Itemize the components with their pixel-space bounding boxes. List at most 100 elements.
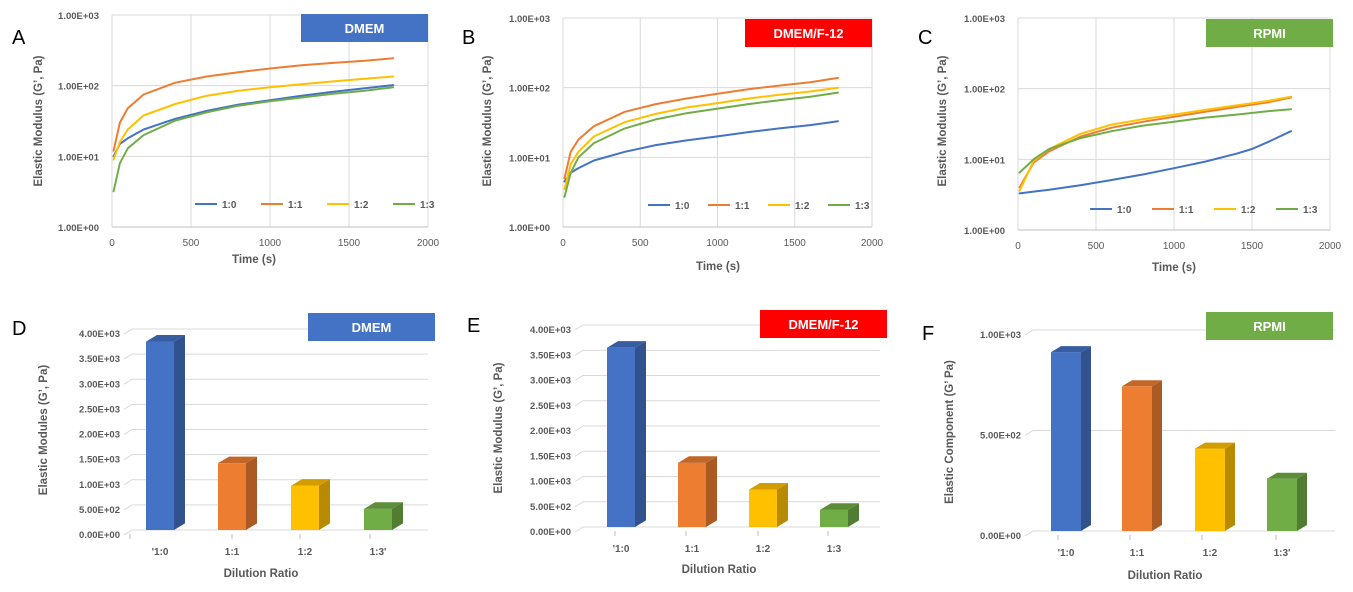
chart-panel-e: E 0.00E+00 5.00E+02 1.00E+03 1.50E+03 2.00E+0… xyxy=(467,310,887,576)
bar-front xyxy=(749,489,777,527)
badge-bg xyxy=(1206,312,1333,340)
y-tick-label: 3.00E+03 xyxy=(530,376,571,387)
series-line-1-1 xyxy=(1018,96,1292,189)
y-tick-label: 3.00E+03 xyxy=(79,379,120,390)
y-tick-label: 1.00E+03 xyxy=(79,480,120,491)
series-line-1-3 xyxy=(1018,108,1292,174)
bar-side xyxy=(1081,346,1091,531)
gridlines xyxy=(111,14,429,228)
y-tick-label: 1.00E+02 xyxy=(58,82,99,93)
panel-letter: E xyxy=(467,315,480,337)
series-line-1-3 xyxy=(112,86,395,193)
y-tick-label: 0.00E+00 xyxy=(530,527,571,538)
bar-1-2 xyxy=(291,479,330,530)
bar-top xyxy=(1122,380,1162,387)
series-line-1-0 xyxy=(563,120,839,183)
x-tick-label: 1:1 xyxy=(685,544,700,555)
badge-bg xyxy=(760,310,887,338)
x-tick-label: 1500 xyxy=(784,238,807,249)
legend: 1:0 1:1 1:2 1:3 xyxy=(1090,205,1318,216)
y-tick-label: 1.00E+03 xyxy=(509,14,550,25)
gridline-h xyxy=(123,454,428,461)
panel-letter: D xyxy=(12,318,26,340)
y-tick-label: 2.50E+03 xyxy=(79,404,120,415)
y-tick-label: 2.50E+03 xyxy=(530,401,571,412)
bar-front xyxy=(364,508,392,530)
y-tick-label: 1.00E+02 xyxy=(964,85,1005,96)
gridline-h xyxy=(574,400,880,407)
bar-front xyxy=(291,485,319,530)
x-tick-label: 2000 xyxy=(1319,241,1342,252)
bar-front xyxy=(1122,386,1152,531)
y-axis-title: Elastic Modulus (G’, Pa) xyxy=(937,55,949,186)
y-tick-label: 3.50E+03 xyxy=(530,350,571,361)
legend-label: 1:2 xyxy=(795,201,810,212)
x-tick-label: 1:3 xyxy=(827,544,842,555)
y-axis-title: Elastic Component (G’ Pa) xyxy=(944,360,956,504)
x-tick-label: 1000 xyxy=(259,238,282,249)
y-tick-label: 5.00E+02 xyxy=(980,431,1021,442)
x-tick-label: 2000 xyxy=(417,238,440,249)
x-tick-label: 500 xyxy=(632,238,649,249)
series-line-1-1 xyxy=(563,76,839,180)
x-tick-label: 1000 xyxy=(706,238,729,249)
gridline-h xyxy=(574,526,880,533)
bar-side xyxy=(1225,442,1235,531)
legend-label: 1:1 xyxy=(735,201,750,212)
bar-side xyxy=(777,483,788,527)
gridline-h xyxy=(123,353,428,360)
bar-side xyxy=(635,341,646,527)
y-tick-label: 1.50E+03 xyxy=(530,451,571,462)
gridline-h xyxy=(123,403,428,410)
gridline-h xyxy=(1024,430,1335,436)
bar-top xyxy=(1195,442,1235,449)
legend: 1:0 1:1 1:2 1:3 xyxy=(648,201,870,212)
bar--1-0 xyxy=(1051,346,1091,531)
y-tick-label: 1.00E+03 xyxy=(530,477,571,488)
gridline-h xyxy=(574,349,880,356)
bar-top xyxy=(1051,346,1091,353)
bar-side xyxy=(174,334,185,530)
chart-panel-f: F 0.00E+00 5.00E+02 1.00E+03 '1:0 1:1 1:2 1:3' D… xyxy=(922,312,1335,582)
x-tick-label: 0 xyxy=(1015,241,1021,252)
series-line-1-2 xyxy=(563,86,839,191)
bar-front xyxy=(1051,352,1081,531)
y-tick-label: 1.00E+01 xyxy=(58,152,100,163)
bar-front xyxy=(218,463,246,530)
bar-front xyxy=(678,462,706,527)
x-axis-title: Time (s) xyxy=(232,254,276,266)
bar-top xyxy=(146,334,185,342)
y-tick-label: 1.50E+03 xyxy=(79,455,120,466)
bar-1-1 xyxy=(1122,380,1162,531)
bar-front xyxy=(607,347,635,527)
series-line-1-2 xyxy=(112,75,395,161)
series-line-1-1 xyxy=(112,57,395,152)
gridline-h xyxy=(123,429,428,435)
badge-label: DMEM/F-12 xyxy=(788,317,858,332)
y-tick-label: 4.00E+03 xyxy=(79,329,120,340)
gridline-h xyxy=(123,529,428,536)
y-axis-title: Elastic Modulus (G’, Pa) xyxy=(482,55,494,186)
badge-bg xyxy=(745,19,872,47)
chart-panel-b: B 0 500 1000 1500 2000 1.00E+00 1.00E+01 1.00E+0… xyxy=(462,14,884,273)
gridline-h xyxy=(574,375,880,381)
y-axis-title: Elastic Modulus (G’, Pa) xyxy=(33,55,45,186)
y-tick-label: 2.00E+03 xyxy=(530,426,571,437)
chart-panel-d: D 0.00E+00 5.00E+02 1.00E+03 1.50E+03 2.00E+0… xyxy=(12,313,435,580)
bar-top xyxy=(607,341,646,348)
x-tick-label: 1000 xyxy=(1163,241,1186,252)
y-axis-title: Elastic Modules (G’, Pa) xyxy=(38,365,50,496)
y-tick-label: 1.00E+00 xyxy=(509,223,550,234)
series-line-1-0 xyxy=(1018,130,1292,195)
legend-label: 1:2 xyxy=(1241,205,1256,216)
x-tick-label: '1:0 xyxy=(613,544,630,555)
bar-side xyxy=(1297,472,1307,531)
panel-letter: A xyxy=(12,27,26,49)
gridline-h xyxy=(1024,530,1335,537)
x-tick-label: 1500 xyxy=(1241,241,1264,252)
x-tick-label: 0 xyxy=(560,238,566,249)
bar-1-3 xyxy=(820,503,859,527)
bar--1-0 xyxy=(146,334,185,530)
bar-top xyxy=(364,502,403,509)
y-tick-label: 1.00E+00 xyxy=(964,226,1005,237)
